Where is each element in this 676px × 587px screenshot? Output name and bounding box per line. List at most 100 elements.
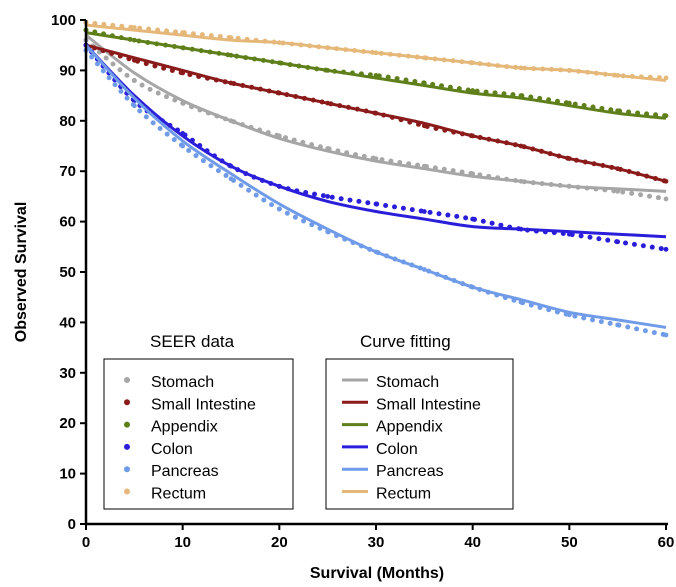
x-tick-label: 10: [174, 534, 191, 551]
legend-seer-marker-stomach: [124, 377, 130, 383]
seer-point-rectum: [373, 50, 379, 56]
y-tick-label: 100: [51, 12, 76, 29]
series-appendix: [83, 27, 669, 120]
series-pancreas: [83, 44, 669, 338]
legend-seer-label: Pancreas: [151, 463, 219, 480]
seer-point-stomach: [566, 183, 572, 189]
seer-point-stomach: [518, 178, 524, 184]
seer-point-stomach: [228, 118, 234, 124]
y-tick-label: 60: [59, 214, 76, 231]
y-tick-label: 70: [59, 163, 76, 180]
legend-seer-marker-appendix: [124, 421, 130, 428]
seer-point-small-intestine: [518, 143, 524, 149]
seer-point-colon: [470, 216, 476, 222]
legend-seer-title: SEER data: [150, 332, 235, 351]
seer-point-pancreas: [421, 267, 427, 272]
legend-seer: SEER data Stomach Small Intestine Appendix…: [103, 332, 294, 510]
seer-point-pancreas: [131, 103, 137, 109]
seer-point-appendix: [276, 60, 282, 66]
seer-point-stomach: [421, 163, 427, 169]
seer-point-stomach: [276, 133, 282, 139]
seer-point-pancreas: [180, 143, 186, 149]
seer-point-rectum: [518, 65, 524, 71]
y-tick-label: 20: [59, 415, 76, 432]
seer-point-colon: [373, 201, 379, 207]
seer-point-stomach: [131, 78, 137, 83]
seer-point-small-intestine: [325, 100, 331, 106]
x-tick-label: 30: [368, 534, 385, 551]
seer-point-small-intestine: [228, 80, 234, 86]
legend-fit-box: [325, 358, 514, 510]
seer-point-appendix: [325, 68, 331, 73]
x-tick-label: 20: [271, 534, 288, 551]
x-tick-label: 0: [82, 534, 90, 551]
seer-point-rectum: [566, 68, 572, 73]
seer-point-colon: [421, 209, 427, 214]
fit-line-colon: [84, 44, 667, 239]
seer-point-colon: [566, 231, 572, 237]
seer-point-stomach: [663, 196, 669, 202]
legend-seer-label: Small Intestine: [151, 396, 256, 413]
seer-point-appendix: [566, 100, 572, 106]
x-axis-title: Survival (Months): [310, 565, 444, 582]
legend-fit-label: Pancreas: [376, 463, 444, 480]
series-small-intestine: [83, 42, 669, 184]
y-tick-label: 40: [59, 314, 76, 331]
seer-point-appendix: [470, 88, 476, 93]
seer-point-small-intestine: [470, 133, 476, 139]
seer-point-stomach: [325, 146, 331, 151]
seer-point-rectum: [131, 25, 137, 30]
seer-point-rectum: [276, 40, 282, 46]
seer-point-rectum: [421, 55, 427, 61]
seer-point-appendix: [615, 108, 621, 114]
legend-fit: Curve fitting Stomach Small Intestine Appe…: [325, 332, 514, 510]
legend-seer-entries: Stomach Small Intestine Appendix Colon Pancr…: [124, 374, 256, 503]
y-tick-label: 0: [68, 516, 76, 533]
seer-point-appendix: [180, 45, 186, 51]
seer-point-pancreas: [566, 312, 572, 318]
seer-point-appendix: [373, 73, 379, 78]
seer-point-small-intestine: [276, 90, 282, 96]
seer-point-small-intestine: [131, 57, 137, 63]
seer-point-appendix: [663, 113, 669, 119]
seer-point-pancreas: [518, 299, 524, 305]
y-tick-label: 50: [59, 264, 76, 281]
seer-point-pancreas: [470, 284, 476, 290]
seer-point-pancreas: [325, 229, 331, 235]
legend-fit-label: Colon: [376, 441, 418, 458]
seer-point-rectum: [470, 60, 476, 66]
legend-fit-label: Rectum: [376, 486, 431, 503]
seer-point-small-intestine: [421, 123, 427, 129]
seer-point-appendix: [518, 93, 524, 98]
legend-seer-marker-pancreas: [124, 466, 130, 473]
series-stomach: [83, 33, 669, 202]
seer-point-colon: [228, 163, 234, 169]
seer-point-pancreas: [276, 206, 282, 212]
seer-point-stomach: [615, 188, 621, 194]
seer-point-small-intestine: [663, 178, 669, 184]
y-tick-label: 90: [59, 62, 76, 79]
legend-seer-label: Colon: [151, 441, 193, 458]
seer-point-small-intestine: [566, 156, 572, 162]
seer-point-appendix: [421, 80, 427, 86]
seer-point-appendix: [131, 37, 137, 43]
x-tick-label: 60: [658, 534, 675, 551]
legend-seer-marker-colon: [124, 443, 130, 450]
legend-seer-box: [103, 358, 294, 510]
seer-point-rectum: [180, 30, 186, 35]
series-colon: [83, 42, 669, 252]
seer-point-colon: [180, 131, 186, 136]
seer-point-pancreas: [373, 249, 379, 255]
legend-seer-marker-rectum: [124, 488, 130, 495]
y-ticks: 0 10 20 30 40 50 60 70 80 90 100: [51, 12, 86, 533]
series-rectum: [83, 20, 669, 82]
seer-point-rectum: [663, 75, 669, 81]
legend-seer-label: Rectum: [151, 486, 206, 503]
seer-point-rectum: [228, 35, 234, 41]
legend-fit-label: Appendix: [376, 419, 443, 436]
seer-point-rectum: [325, 45, 331, 51]
legend-seer-label: Stomach: [151, 374, 214, 391]
legend-seer-marker-small-intestine: [124, 399, 130, 406]
y-tick-label: 10: [59, 466, 76, 483]
